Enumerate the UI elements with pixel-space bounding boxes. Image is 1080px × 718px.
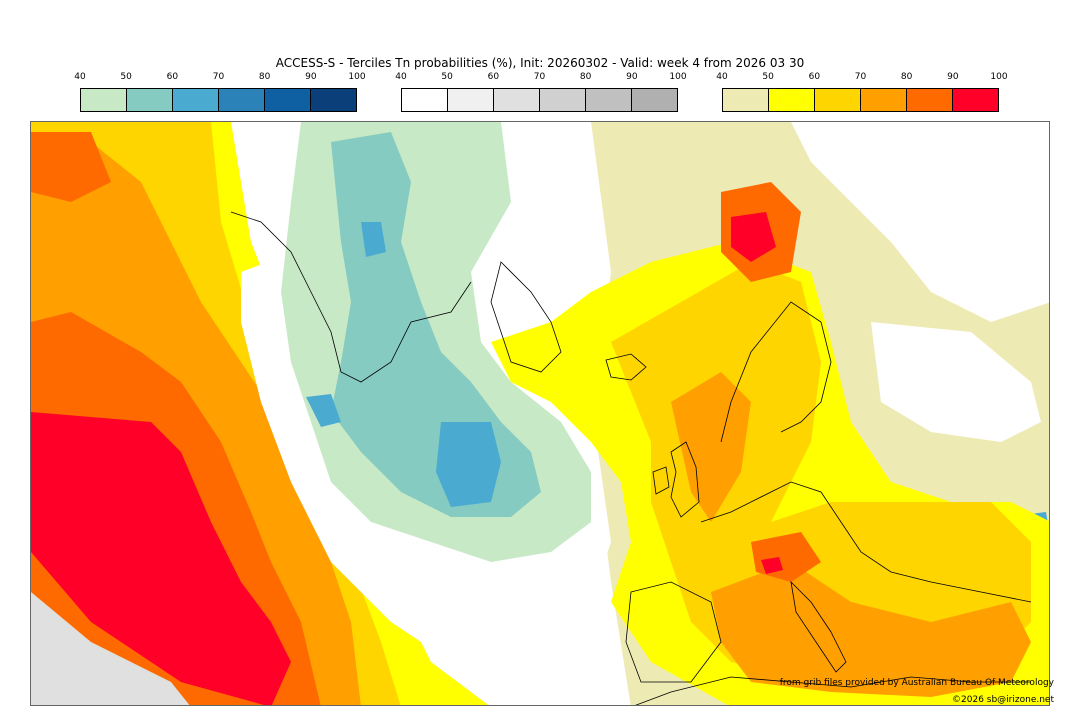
colorbar-tick-label: 90	[947, 72, 959, 82]
colorbar-tick-label: 90	[626, 72, 638, 82]
coastline-iceland	[605, 353, 647, 381]
colorbar-tick-label: 50	[441, 72, 453, 82]
colorbar-tick-label: 80	[258, 72, 271, 82]
colorbar-tick-label: 100	[669, 72, 687, 82]
source-credit: from grib files provided by Australian B…	[779, 678, 1054, 688]
colorbar-swatch	[81, 89, 127, 111]
region-near-normal-northeast	[791, 122, 1049, 322]
map-canvas	[31, 122, 1049, 705]
colorbar-tick-label: 100	[990, 72, 1008, 82]
region-near-normal-russia	[871, 322, 1041, 442]
colorbar-tick-label: 70	[212, 72, 225, 82]
colorbar-swatch	[586, 89, 632, 111]
colorbar-tick-label: 50	[120, 72, 132, 82]
region-above-90-alps	[761, 557, 783, 574]
colorbar-swatch	[311, 89, 356, 111]
region-below-50-atlantic	[331, 132, 541, 517]
colorbar-swatch	[815, 89, 861, 111]
colorbar-swatch	[127, 89, 173, 111]
colorbar-swatch	[448, 89, 494, 111]
probability-map	[30, 121, 1050, 706]
region-near-normal-sw	[31, 592, 190, 705]
colorbar-swatch	[402, 89, 448, 111]
coastline-greenland	[490, 261, 562, 373]
region-below-60-west	[306, 394, 341, 427]
copyright-credit: ©2026 sb@irizone.net	[952, 695, 1054, 705]
colorbar-swatch	[769, 89, 815, 111]
colorbar-tick-label: 80	[579, 72, 592, 82]
coastline-ireland	[652, 466, 670, 495]
colorbar-tick-label: 40	[395, 72, 407, 82]
colorbar-tick-label: 60	[166, 72, 179, 82]
region-above-90-west	[31, 412, 291, 705]
region-above-90-scandinavia	[731, 212, 776, 262]
colorbar-tick-label: 70	[533, 72, 546, 82]
colorbar-swatch	[632, 89, 677, 111]
region-below-60-labrador	[361, 222, 386, 257]
coastline-africa	[635, 676, 1031, 705]
colorbar-tick-label: 40	[74, 72, 86, 82]
colorbar-tick-label: 70	[854, 72, 867, 82]
colorbar-swatch	[219, 89, 265, 111]
coastline-italy	[790, 580, 847, 673]
region-above-80-nw	[31, 132, 111, 202]
colorbar-swatch	[494, 89, 540, 111]
coastline-europe	[700, 481, 1032, 603]
coastline-uk	[670, 441, 700, 518]
colorbar-swatch	[723, 89, 769, 111]
coastline-scandinavia	[720, 301, 832, 443]
region-above-60-europe	[611, 262, 1031, 682]
colorbar-tick-label: 60	[808, 72, 821, 82]
region-below-60-atlantic	[436, 422, 501, 507]
colorbar-tick-label: 100	[348, 72, 366, 82]
colorbar-tick-label: 50	[762, 72, 774, 82]
coastline-canada	[230, 211, 472, 383]
coastlines	[230, 211, 1032, 705]
colorbar-tick-label: 60	[487, 72, 500, 82]
colorbar-swatch	[907, 89, 953, 111]
colorbar-swatch	[861, 89, 907, 111]
colorbar-swatch	[265, 89, 311, 111]
colorbar-tick-label: 40	[716, 72, 728, 82]
colorbar-tick-label: 90	[305, 72, 317, 82]
coastline-iberia	[625, 581, 722, 683]
colorbar-tick-label: 80	[900, 72, 913, 82]
region-above-70-europe	[671, 372, 1031, 697]
map-title: ACCESS-S - Terciles Tn probabilities (%)…	[275, 56, 805, 70]
colorbar-swatch	[540, 89, 586, 111]
colorbar-swatch	[173, 89, 219, 111]
colorbar-swatch	[953, 89, 998, 111]
